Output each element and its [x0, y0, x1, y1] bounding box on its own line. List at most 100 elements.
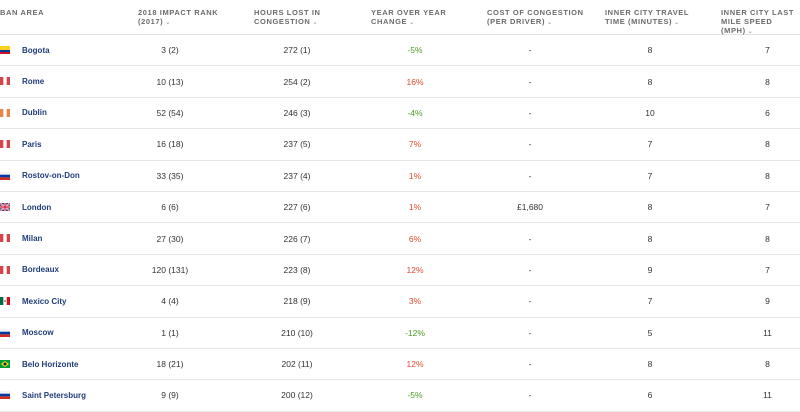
city-name[interactable]: London [22, 202, 52, 212]
ireland-flag-icon [0, 108, 10, 117]
travel-time: 10 [645, 107, 655, 118]
travel-time: 7 [647, 296, 653, 307]
table-row[interactable]: Saint Petersburg 9 (9) 200 (12) -5% - 6 … [0, 380, 800, 412]
table-row[interactable]: Milan 27 (30) 226 (7) 6% - 8 8 [0, 223, 800, 255]
city-name[interactable]: Rostov-on-Don [22, 171, 80, 181]
russia-flag-icon [0, 171, 10, 180]
header-travel-time[interactable]: INNER CITY TRAVEL TIME (MINUTES) ⌄ [605, 8, 689, 28]
russia-flag-icon [0, 391, 10, 400]
sort-arrow-icon[interactable]: ⌄ [165, 20, 171, 26]
header-yoy-change[interactable]: YEAR OVER YEAR CHANGE ⌄ [371, 8, 446, 28]
impact-rank: 4 (4) [161, 296, 179, 307]
impact-rank: 16 (18) [156, 139, 184, 150]
sort-arrow-icon[interactable]: ⌄ [674, 20, 680, 26]
last-mile-speed: 7 [765, 264, 770, 275]
uk-flag-icon [0, 202, 10, 211]
congestion-cost: - [528, 139, 532, 150]
yoy-change: 1% [408, 202, 422, 213]
travel-time: 7 [647, 170, 653, 181]
city-name[interactable]: Saint Petersburg [22, 390, 87, 400]
header-label-line1: COST OF CONGESTION [487, 8, 584, 17]
last-mile-speed: 9 [765, 296, 770, 307]
congestion-cost: - [528, 233, 532, 244]
sort-arrow-icon[interactable]: ⌄ [312, 20, 319, 26]
france-flag-icon [0, 140, 10, 149]
table-row[interactable]: Rome 10 (13) 254 (2) 16% - 8 8 [0, 66, 800, 98]
last-mile-speed: 8 [765, 233, 770, 244]
italy-flag-icon [0, 77, 10, 86]
table-row[interactable]: Moscow 1 (1) 210 (10) -12% - 5 11 [0, 318, 800, 349]
travel-time: 8 [647, 359, 653, 370]
impact-rank: 33 (35) [156, 170, 184, 181]
travel-time: 7 [647, 139, 653, 150]
table-row[interactable]: Rostov-on-Don 33 (35) 237 (4) 1% - 7 8 [0, 161, 800, 192]
hours-lost: 272 (1) [283, 45, 311, 56]
impact-rank: 3 (2) [161, 45, 179, 56]
travel-time: 8 [647, 202, 653, 213]
yoy-change: -5% [407, 390, 423, 401]
congestion-cost: - [528, 327, 532, 338]
congestion-cost: - [528, 45, 532, 56]
travel-time: 9 [647, 264, 653, 275]
city-name[interactable]: Dublin [22, 108, 47, 118]
hours-lost: 254 (2) [283, 76, 311, 87]
yoy-change: 16% [406, 76, 424, 87]
table-row[interactable]: Bordeaux 120 (131) 223 (8) 12% - 9 7 [0, 255, 800, 287]
yoy-change: -5% [407, 45, 423, 56]
hours-lost: 210 (10) [281, 327, 313, 338]
sort-arrow-icon[interactable]: ⌄ [547, 20, 553, 26]
header-label: BAN AREA [0, 8, 45, 17]
last-mile-speed: 11 [763, 327, 772, 338]
yoy-change: -12% [405, 327, 425, 338]
header-label-line2: MILE SPEED (MPH) [721, 17, 773, 35]
hours-lost: 227 (6) [283, 202, 311, 213]
travel-time: 8 [647, 45, 653, 56]
congestion-cost: £1,680 [517, 202, 543, 213]
table-row[interactable]: Bogota 3 (2) 272 (1) -5% - 8 7 [0, 35, 800, 67]
table-row[interactable]: Dublin 52 (54) 246 (3) -4% - 10 6 [0, 98, 800, 130]
header-label-line2: CHANGE [371, 17, 408, 26]
impact-rank: 9 (9) [161, 390, 179, 401]
hours-lost: 223 (8) [283, 264, 311, 275]
header-label-line2: (2017) [138, 17, 164, 26]
hours-lost: 202 (11) [281, 359, 313, 370]
header-cost-of-congestion[interactable]: COST OF CONGESTION (PER DRIVER) ⌄ [487, 8, 584, 28]
sort-arrow-icon[interactable]: ⌄ [747, 29, 754, 35]
header-last-mile-speed[interactable]: INNER CITY LAST MILE SPEED (MPH) ⌄ [721, 8, 800, 37]
city-name[interactable]: Belo Horizonte [22, 359, 79, 369]
city-name[interactable]: Bordeaux [22, 265, 59, 275]
header-label-line2: (PER DRIVER) [487, 17, 546, 26]
last-mile-speed: 8 [765, 170, 770, 181]
travel-time: 8 [647, 233, 653, 244]
hours-lost: 226 (7) [283, 233, 311, 244]
last-mile-speed: 8 [765, 139, 770, 150]
header-label-line2: CONGESTION [254, 17, 311, 26]
table-body: Bogota 3 (2) 272 (1) -5% - 8 7 Rome 10 (… [0, 35, 800, 412]
sort-arrow-icon[interactable]: ⌄ [409, 20, 415, 26]
city-name[interactable]: Rome [22, 77, 45, 87]
congestion-cost: - [528, 76, 532, 87]
header-hours-lost[interactable]: HOURS LOST IN CONGESTION ⌄ [254, 8, 321, 28]
hours-lost: 237 (5) [283, 139, 311, 150]
city-name[interactable]: Mexico City [22, 296, 67, 306]
hours-lost: 218 (9) [283, 296, 311, 307]
congestion-cost: - [528, 264, 532, 275]
table-row[interactable]: London 6 (6) 227 (6) 1% £1,680 8 7 [0, 192, 800, 224]
header-urban-area[interactable]: BAN AREA [0, 8, 44, 17]
header-label-line1: HOURS LOST IN [254, 8, 321, 17]
travel-time: 8 [647, 76, 653, 87]
city-name[interactable]: Paris [22, 139, 42, 149]
table-row[interactable]: Belo Horizonte 18 (21) 202 (11) 12% - 8 … [0, 349, 800, 381]
yoy-change: -4% [407, 107, 423, 118]
yoy-change: 7% [408, 139, 422, 150]
header-impact-rank[interactable]: 2018 IMPACT RANK (2017) ⌄ [138, 8, 218, 28]
colombia-flag-icon [0, 46, 10, 54]
city-name[interactable]: Milan [22, 234, 43, 244]
table-row[interactable]: Mexico City 4 (4) 218 (9) 3% - 7 9 [0, 286, 800, 318]
france-flag-icon [0, 265, 10, 274]
table-row[interactable]: Paris 16 (18) 237 (5) 7% - 7 8 [0, 129, 800, 161]
impact-rank: 27 (30) [156, 233, 184, 244]
city-name[interactable]: Moscow [22, 328, 54, 338]
city-name[interactable]: Bogota [22, 45, 50, 55]
